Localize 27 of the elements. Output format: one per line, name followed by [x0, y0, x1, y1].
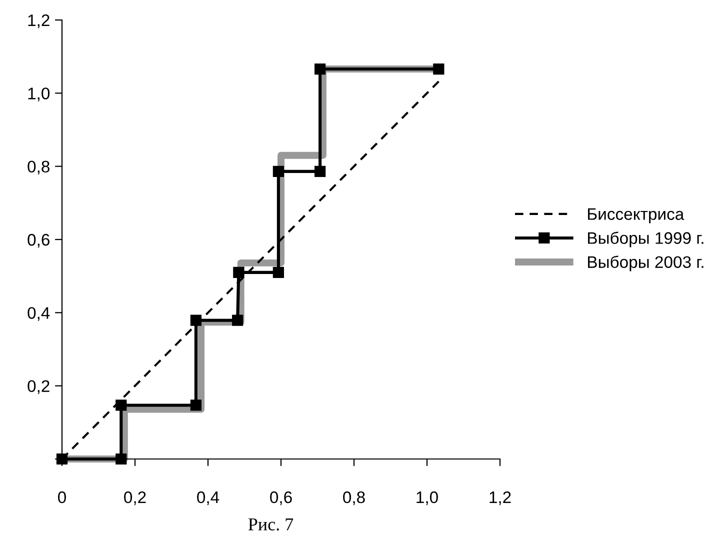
y-tick-label: 0,6	[28, 234, 50, 248]
point	[233, 266, 244, 278]
y-tick-label: 0,4	[28, 307, 50, 321]
legend-label: Выборы 1999 г.	[588, 232, 704, 248]
y-tick-label: 0,2	[28, 380, 50, 394]
x-tick-label: 0,8	[343, 491, 365, 506]
x-tick-label: 0,6	[270, 491, 292, 506]
x-tick-label: 0,2	[124, 491, 146, 506]
point	[314, 63, 326, 75]
legend-label: Биссектриса	[588, 208, 684, 224]
x-tick-label: 0,4	[197, 491, 220, 506]
y-tick-label: 1,0	[28, 88, 50, 102]
point	[116, 400, 127, 411]
y-tick-label: 0,8	[28, 160, 50, 175]
legend-label: Выборы 2003 г.	[588, 256, 704, 272]
point	[314, 166, 326, 178]
point	[190, 400, 202, 411]
text: Рис. 7	[248, 518, 294, 531]
x-tick-label: 1,2	[490, 491, 511, 506]
point	[272, 166, 284, 178]
point	[232, 314, 244, 326]
y-tick-label: 1,2	[28, 14, 50, 28]
point	[433, 63, 444, 75]
point	[116, 453, 127, 465]
x-tick-label: 0	[58, 491, 66, 504]
point	[272, 266, 284, 278]
x-tick-label: 1,0	[416, 491, 438, 506]
